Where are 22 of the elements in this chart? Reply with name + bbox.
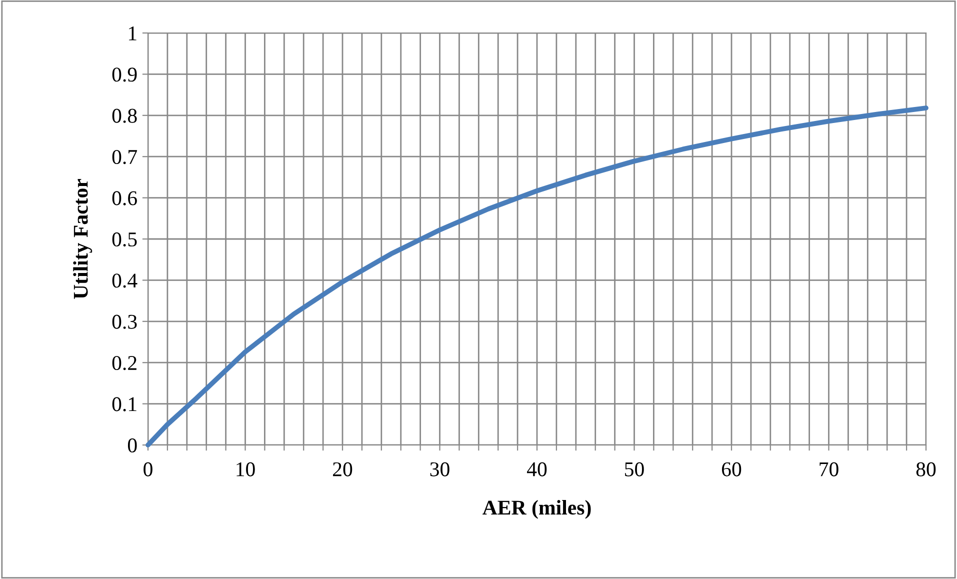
x-tick-label: 30: [430, 462, 450, 476]
x-tick-label: 80: [916, 462, 936, 476]
y-tick-label: 0.4: [112, 274, 138, 288]
y-tick-label: 0.2: [112, 356, 136, 370]
x-tick-label: 0: [144, 462, 152, 476]
y-tick-label: 0.8: [112, 108, 137, 123]
x-tick-label: 60: [722, 462, 742, 476]
x-axis-title: AER (miles): [482, 500, 591, 519]
x-tick-label: 10: [236, 462, 255, 476]
y-tick-label: 0.7: [112, 150, 137, 164]
y-tick-label: 0.9: [112, 68, 137, 82]
x-tick-label: 40: [526, 462, 547, 476]
x-tick-label: 20: [333, 462, 352, 476]
x-tick-label: 70: [820, 462, 838, 476]
y-tick-label: 1: [129, 26, 136, 40]
y-tick-label: 0.3: [112, 314, 137, 329]
x-tick-label: 50: [625, 462, 644, 476]
y-tick-label: 0.1: [112, 397, 136, 412]
y-axis-title: Utility Factor: [73, 178, 92, 299]
y-tick-label: 0.5: [112, 232, 137, 247]
y-tick-label: 0: [128, 438, 137, 452]
y-tick-label: 0.6: [112, 191, 137, 206]
